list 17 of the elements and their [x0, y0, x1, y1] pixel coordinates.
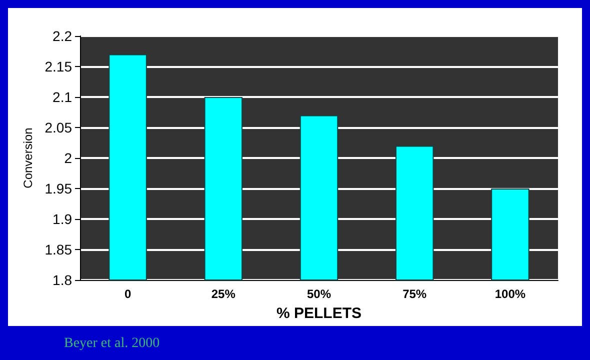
y-tick-label: 1.85 — [44, 242, 72, 258]
y-axis-title: Conversion — [20, 128, 35, 188]
y-tick-label: 2.1 — [52, 89, 72, 105]
x-tick-label: 75% — [402, 287, 427, 301]
y-tick-label: 2.2 — [52, 28, 72, 44]
y-tick-label: 2 — [64, 150, 72, 166]
x-tick-label: 25% — [211, 287, 236, 301]
y-tick-label: 1.9 — [52, 211, 72, 227]
y-tick-label: 2.05 — [44, 120, 72, 136]
x-axis-title: % PELLETS — [276, 305, 362, 322]
x-tick-label: 0 — [124, 287, 132, 301]
y-tick-label: 2.15 — [44, 58, 72, 74]
x-tick-label: 100% — [494, 287, 526, 301]
text: Beyer et al. 2000 — [64, 336, 160, 352]
x-tick-label: 50% — [306, 287, 332, 301]
y-tick-label: 1.95 — [44, 180, 72, 196]
y-tick-label: 1.8 — [52, 272, 72, 288]
